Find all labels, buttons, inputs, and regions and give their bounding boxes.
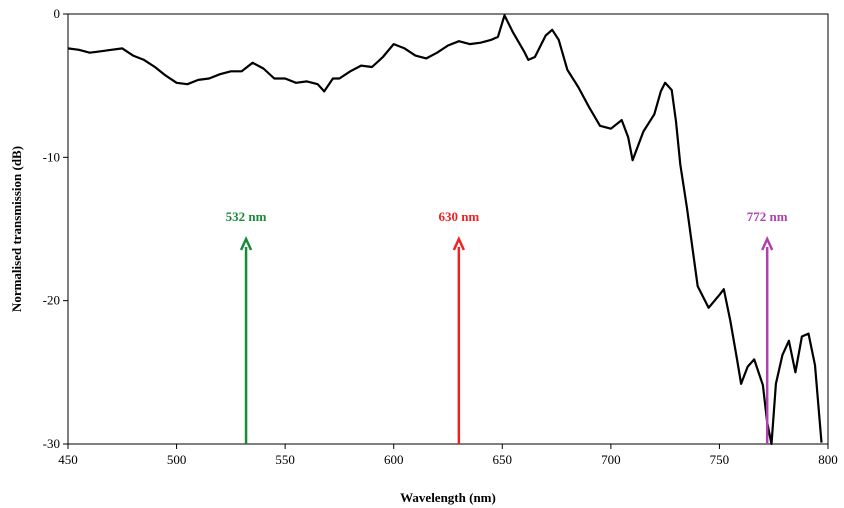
arrow-label: 532 nm bbox=[226, 209, 267, 224]
y-tick-label: 0 bbox=[54, 6, 61, 21]
axes bbox=[68, 14, 828, 444]
x-tick-label: 800 bbox=[818, 452, 838, 467]
axis-ticks: 450 500 550 600 650 700 750 800 0 -10 -20 -30 bbox=[43, 6, 838, 467]
x-axis-title: Wavelength (nm) bbox=[400, 490, 496, 505]
x-tick-label: 500 bbox=[167, 452, 187, 467]
series-layer bbox=[68, 15, 822, 444]
x-tick-label: 700 bbox=[601, 452, 621, 467]
arrow-marker-772: 772 nm bbox=[747, 209, 788, 444]
arrow-label: 772 nm bbox=[747, 209, 788, 224]
x-tick-label: 600 bbox=[384, 452, 404, 467]
x-tick-label: 750 bbox=[710, 452, 730, 467]
arrow-label: 630 nm bbox=[438, 209, 479, 224]
wavelength-markers: 532 nm 630 nm 772 nm bbox=[226, 209, 788, 444]
plot-frame bbox=[68, 14, 828, 444]
x-tick-label: 550 bbox=[275, 452, 295, 467]
y-tick-label: -20 bbox=[43, 293, 60, 308]
y-axis-title: Normalised transmission (dB) bbox=[9, 146, 24, 312]
arrow-marker-532: 532 nm bbox=[226, 209, 267, 444]
x-tick-label: 650 bbox=[493, 452, 513, 467]
y-tick-label: -10 bbox=[43, 149, 60, 164]
arrow-marker-630: 630 nm bbox=[438, 209, 479, 444]
transmission-line bbox=[68, 15, 822, 444]
y-tick-label: -30 bbox=[43, 436, 60, 451]
x-tick-label: 450 bbox=[58, 452, 78, 467]
